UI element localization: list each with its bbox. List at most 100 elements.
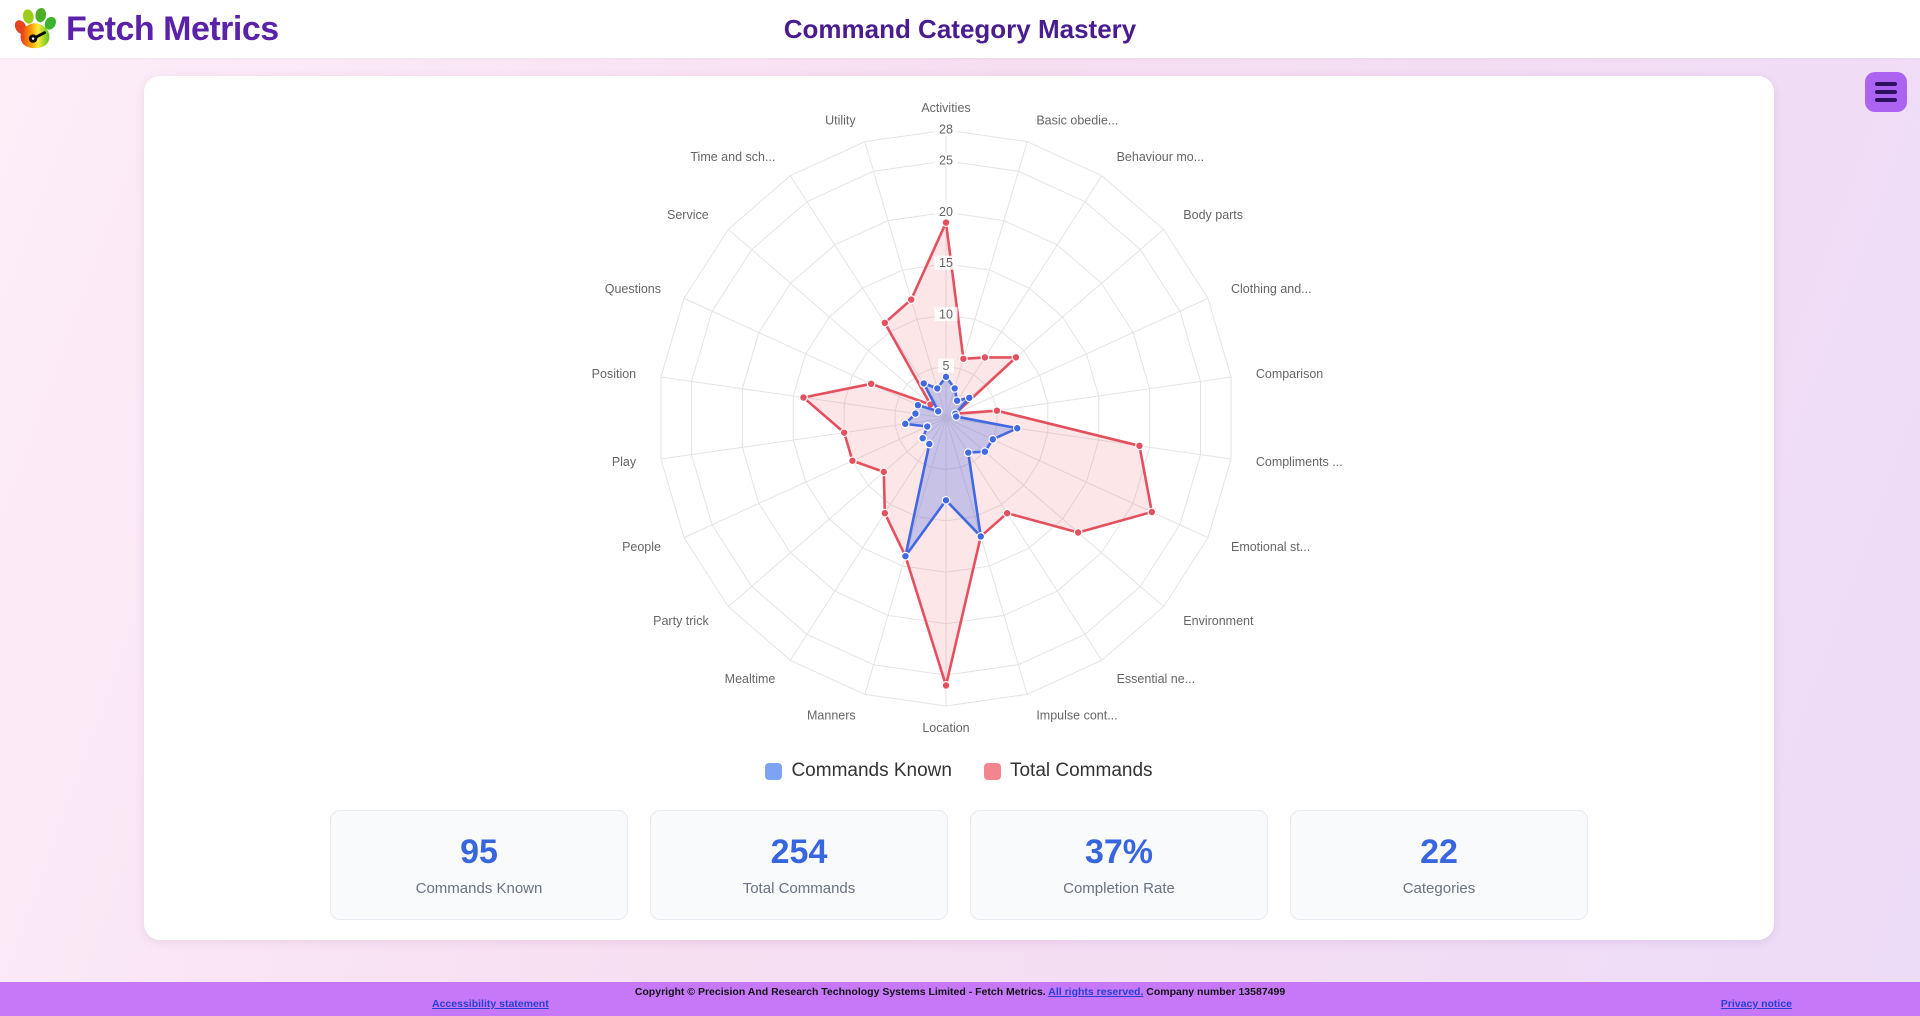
legend-item-total-commands[interactable]: Total Commands xyxy=(983,760,1153,782)
accessibility-statement-link[interactable]: Accessibility statement xyxy=(432,998,549,1010)
data-point-series-1[interactable] xyxy=(980,353,990,362)
tick-label: 15 xyxy=(939,256,953,270)
data-point-series-0[interactable] xyxy=(919,378,929,388)
category-label: Behaviour mo... xyxy=(1117,150,1205,164)
radar-angle-line xyxy=(789,417,947,661)
data-point-series-1[interactable] xyxy=(880,508,890,518)
tick-backdrop xyxy=(934,255,958,270)
data-point-series-1[interactable] xyxy=(941,681,951,690)
radar-chart[interactable]: 5 10 15 20 25 28 Activities Basic obedie... Beha… xyxy=(144,76,1774,756)
data-point-series-1[interactable] xyxy=(1002,508,1012,518)
legend-label-known: Commands Known xyxy=(791,760,952,781)
legend-item-commands-known[interactable]: Commands Known xyxy=(765,760,952,782)
data-point-series-0[interactable] xyxy=(932,383,942,393)
data-point-series-1[interactable] xyxy=(1147,507,1157,517)
radar-grid-ring xyxy=(843,314,1049,522)
data-point-series-0[interactable] xyxy=(913,400,923,410)
stat-label: Commands Known xyxy=(415,880,543,897)
stat-value: 254 xyxy=(770,833,828,871)
data-point-series-0[interactable] xyxy=(922,422,932,431)
data-point-series-0[interactable] xyxy=(911,409,920,419)
category-label: Questions xyxy=(605,282,661,296)
brand-name: Fetch Metrics xyxy=(66,9,279,48)
data-point-series-0[interactable] xyxy=(963,448,973,458)
stat-label: Total Commands xyxy=(742,880,856,897)
radar-grid-ring xyxy=(690,160,1202,676)
data-point-series-0[interactable] xyxy=(950,383,960,393)
data-point-series-0[interactable] xyxy=(980,447,990,457)
data-point-series-0[interactable] xyxy=(941,372,951,382)
data-point-series-1[interactable] xyxy=(879,467,889,477)
data-point-series-0[interactable] xyxy=(941,495,951,505)
tick-label: 25 xyxy=(939,153,953,167)
radar-grid-ring xyxy=(894,366,998,470)
category-label: Emotional st... xyxy=(1231,540,1310,554)
radar-angle-line xyxy=(789,175,947,419)
data-point-series-0[interactable] xyxy=(952,396,962,406)
data-point-series-1[interactable] xyxy=(839,428,849,438)
legend-swatch-known xyxy=(765,762,783,780)
category-label: People xyxy=(622,540,661,554)
dashboard-card: 5 10 15 20 25 28 Activities Basic obedie... Beha… xyxy=(144,76,1774,940)
radar-angle-line xyxy=(683,297,947,419)
category-label: Clothing and... xyxy=(1231,282,1312,296)
data-point-series-1[interactable] xyxy=(1135,441,1144,451)
category-label: Play xyxy=(612,455,637,469)
tick-label: 5 xyxy=(943,359,950,373)
tick-backdrop xyxy=(934,152,958,167)
data-point-series-1[interactable] xyxy=(906,295,916,304)
stat-value: 22 xyxy=(1420,833,1458,871)
stat-value: 37% xyxy=(1084,833,1154,871)
data-point-series-0[interactable] xyxy=(901,551,910,561)
data-point-series-0[interactable] xyxy=(1012,423,1022,433)
stat-card-total-commands: 254 Total Commands xyxy=(650,810,948,920)
data-point-series-0[interactable] xyxy=(924,439,934,449)
data-point-series-0[interactable] xyxy=(976,532,986,541)
page-background: 5 10 15 20 25 28 Activities Basic obedie... Beha… xyxy=(0,58,1920,982)
radar-grid-ring xyxy=(660,129,1232,707)
paw-gauge-logo-icon xyxy=(14,7,56,49)
stat-label: Completion Rate xyxy=(1063,880,1175,897)
data-point-series-0[interactable] xyxy=(951,412,961,421)
data-point-series-1[interactable] xyxy=(1073,528,1083,537)
category-label: Service xyxy=(667,208,709,222)
radar-angle-line xyxy=(660,417,947,460)
data-point-series-0[interactable] xyxy=(900,419,910,429)
stat-card-categories: 22 Categories xyxy=(1290,810,1588,920)
app-header: Fetch Metrics Command Category Mastery xyxy=(0,0,1920,58)
all-rights-reserved-link[interactable]: All rights reserved. xyxy=(1048,986,1144,998)
legend-label-total: Total Commands xyxy=(1009,760,1153,781)
category-label: Basic obedie... xyxy=(1036,114,1118,128)
data-point-series-1[interactable] xyxy=(866,379,876,389)
legend-swatch-total xyxy=(983,762,1001,780)
data-point-series-1[interactable] xyxy=(1011,352,1021,362)
data-point-series-0[interactable] xyxy=(918,433,928,443)
data-point-series-0[interactable] xyxy=(964,393,974,403)
data-point-series-1[interactable] xyxy=(848,456,857,466)
category-label: Manners xyxy=(807,708,856,722)
radar-series-1 xyxy=(802,221,1154,687)
tick-backdrop xyxy=(938,358,954,373)
category-label: Environment xyxy=(1183,614,1254,628)
category-label: Compliments ... xyxy=(1256,455,1343,469)
menu-button[interactable] xyxy=(1865,72,1907,112)
category-label: Comparison xyxy=(1256,367,1323,381)
stat-card-commands-known: 95 Commands Known xyxy=(330,810,628,920)
stat-label: Categories xyxy=(1402,880,1476,897)
privacy-notice-link[interactable]: Privacy notice xyxy=(1720,998,1792,1010)
footer: Copyright © Precision And Research Techn… xyxy=(0,982,1920,1016)
data-point-series-1[interactable] xyxy=(941,218,951,227)
category-label: Essential ne... xyxy=(1117,672,1196,686)
radar-angle-line xyxy=(945,417,1103,661)
tick-backdrop xyxy=(934,307,958,322)
data-point-series-1[interactable] xyxy=(880,318,890,328)
data-point-series-1[interactable] xyxy=(992,406,1002,416)
category-label: Position xyxy=(592,367,637,381)
data-point-series-0[interactable] xyxy=(933,406,943,416)
data-point-series-1[interactable] xyxy=(958,354,968,364)
data-point-series-0[interactable] xyxy=(988,434,998,444)
radar-angle-line xyxy=(728,417,947,607)
tick-label: 10 xyxy=(939,308,953,322)
stat-value: 95 xyxy=(460,833,498,871)
data-point-series-1[interactable] xyxy=(799,393,808,402)
